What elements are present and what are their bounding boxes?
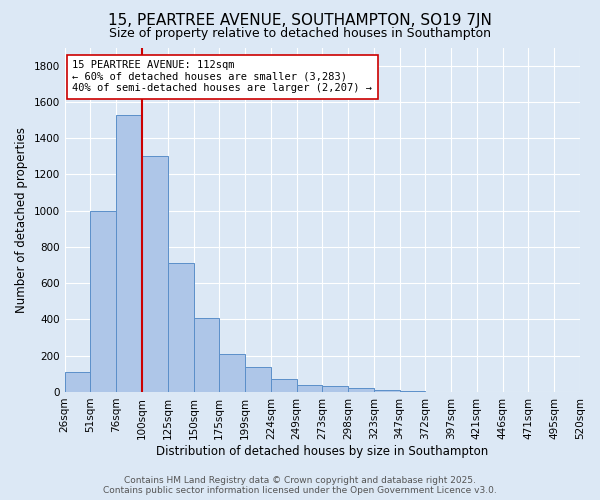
Bar [168,263,193,392]
Text: Size of property relative to detached houses in Southampton: Size of property relative to detached ho… [109,28,491,40]
Bar [296,384,322,392]
Bar [400,390,425,392]
Bar [245,366,271,392]
Bar [374,390,400,392]
Bar [193,318,219,392]
Bar [142,156,168,392]
Bar [65,372,91,392]
X-axis label: Distribution of detached houses by size in Southampton: Distribution of detached houses by size … [156,444,488,458]
Bar [91,210,116,392]
Bar [271,380,296,392]
Text: Contains HM Land Registry data © Crown copyright and database right 2025.
Contai: Contains HM Land Registry data © Crown c… [103,476,497,495]
Y-axis label: Number of detached properties: Number of detached properties [15,126,28,312]
Bar [116,114,142,392]
Bar [219,354,245,392]
Bar [348,388,374,392]
Text: 15, PEARTREE AVENUE, SOUTHAMPTON, SO19 7JN: 15, PEARTREE AVENUE, SOUTHAMPTON, SO19 7… [108,12,492,28]
Bar [322,386,348,392]
Text: 15 PEARTREE AVENUE: 112sqm
← 60% of detached houses are smaller (3,283)
40% of s: 15 PEARTREE AVENUE: 112sqm ← 60% of deta… [73,60,373,94]
